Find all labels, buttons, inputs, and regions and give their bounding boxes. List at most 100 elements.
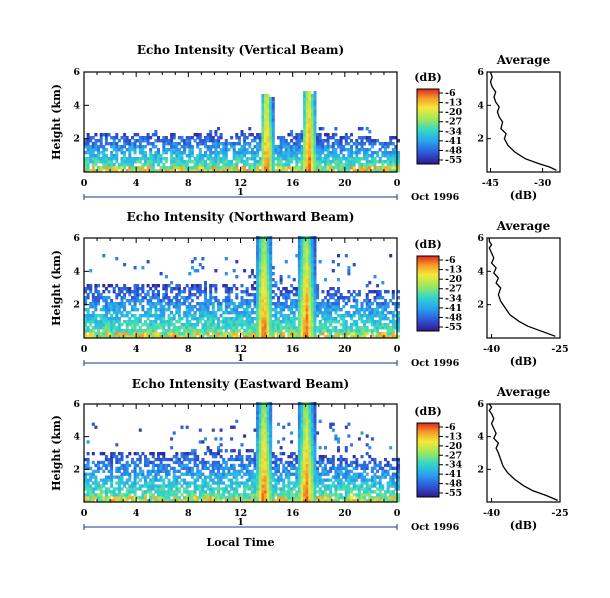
heatmap-cell [284,314,288,318]
heatmap-cell [274,481,278,485]
heatmap-cell [269,157,273,161]
heatmap-cell [261,124,265,128]
heatmap-cell [355,493,359,497]
heatmap-cell [310,166,314,170]
heatmap-cell [363,487,367,491]
heatmap-cell [245,157,249,161]
heatmap-cell [151,157,155,161]
heatmap-cell [84,487,87,491]
heatmap-cell [198,287,202,291]
heatmap-cell [287,308,291,312]
heatmap-cell [107,496,111,500]
heatmap-cell [391,329,395,333]
heatmap-cell [128,151,132,155]
heatmap-cell [162,466,166,470]
heatmap-cell [141,157,145,161]
heatmap-cell [279,166,283,170]
heatmap-cell [264,487,267,491]
heatmap-cell [84,457,87,462]
heatmap-cell [290,499,294,503]
heatmap-cell [266,314,270,318]
heatmap-cell [141,154,145,158]
heatmap-cell [300,422,304,426]
heatmap-cell [253,163,257,167]
heatmap-cell [222,472,226,476]
heatmap-cell [303,103,307,107]
heatmap-cell [224,257,228,261]
heatmap-cell [266,308,270,312]
heatmap-cell [337,484,340,488]
heatmap-cell [183,478,187,482]
heatmap-cell [261,305,265,309]
heatmap-cell [175,499,179,503]
heatmap-cell [264,148,267,152]
heatmap-cell [313,499,317,503]
heatmap-cell [235,260,239,264]
heatmap-cell [162,293,166,297]
heatmap-cell [287,422,291,426]
heatmap-cell [303,463,307,468]
heatmap-cell [308,335,312,339]
heatmap-cell [123,133,127,137]
heatmap-cell [305,440,309,444]
heatmap-cell [305,305,309,309]
heatmap-cell [120,166,124,170]
heatmap-cell [112,487,116,491]
heatmap-cell [86,148,90,152]
heatmap-cell [310,487,314,491]
heatmap-cell [102,254,106,258]
heatmap-cell [313,269,317,273]
heatmap-cell [324,296,327,300]
heatmap-cell [196,317,200,321]
heatmap-cell [360,455,364,459]
heatmap-cell [214,466,218,470]
heatmap-cell [282,425,286,429]
heatmap-cell [264,166,267,170]
heatmap-cell [373,142,377,146]
heatmap-cell [261,296,265,300]
heatmap-cell [347,314,351,318]
heatmap-cell [209,320,213,324]
heatmap-cell [300,260,304,264]
heatmap-cell [376,160,380,164]
heatmap-cell [303,332,307,336]
heatmap-cell [224,284,228,288]
heatmap-cell [300,136,304,140]
heatmap-cell [97,296,100,300]
heatmap-cell [206,314,210,318]
heatmap-cell [175,293,179,297]
heatmap-cell [175,145,179,149]
heatmap-cell [269,314,273,318]
heatmap-cell [310,466,314,470]
heatmap-cell [264,151,267,155]
heatmap-cell [329,302,333,306]
heatmap-cell [305,299,309,303]
heatmap-cell [303,109,307,113]
heatmap-cell [297,314,301,318]
heatmap-cell [331,326,335,330]
heatmap-cell [261,308,265,312]
heatmap-cell [352,314,356,318]
heatmap-cell [133,166,137,170]
heatmap-cell [198,163,202,167]
heatmap-cell [360,127,364,131]
heatmap-cell [157,160,160,164]
heatmap-cell [172,151,176,155]
heatmap-cell [300,481,304,485]
heatmap-cell [230,308,234,312]
heatmap-cell [355,463,359,468]
heatmap-cell [159,272,163,276]
heatmap-cell [125,299,129,303]
heatmap-cell [227,317,231,321]
heatmap-cell [211,463,215,468]
heatmap-cell [214,481,218,485]
heatmap-cell [190,305,194,309]
heatmap-cell [308,472,312,476]
heatmap-cell [258,136,262,140]
heatmap-cell [305,323,309,327]
heatmap-cell [318,460,322,465]
heatmap-cell [211,320,215,324]
heatmap-cell [360,302,364,306]
heatmap-cell [107,296,111,300]
heatmap-cell [115,169,119,173]
